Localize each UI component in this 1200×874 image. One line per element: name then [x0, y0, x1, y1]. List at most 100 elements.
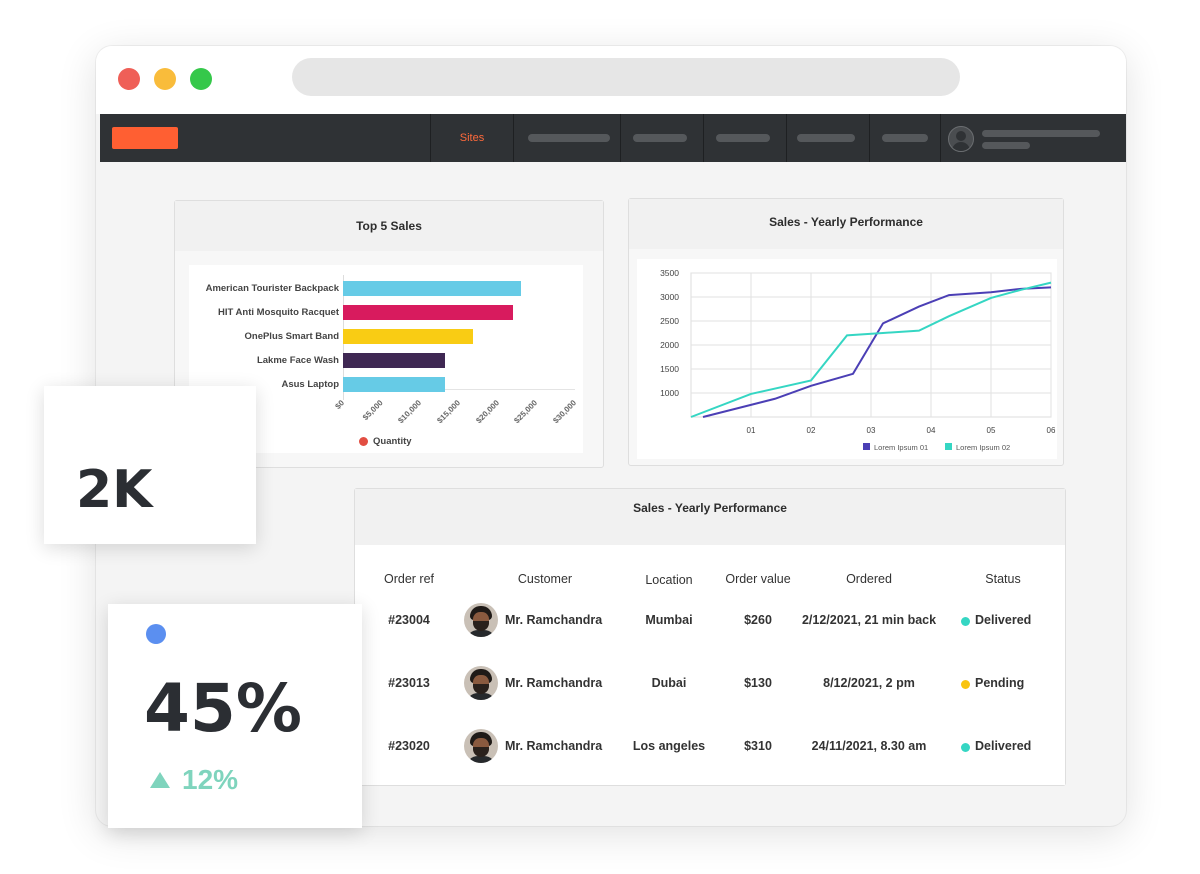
bar[interactable] — [343, 281, 521, 296]
top-sales-title: Top 5 Sales — [356, 219, 422, 233]
minimize-window-button[interactable] — [154, 68, 176, 90]
nav-item-placeholder-4[interactable] — [786, 114, 869, 162]
customer-avatar — [464, 603, 498, 637]
order-ref: #23013 — [388, 676, 430, 690]
order-value: $130 — [744, 676, 772, 690]
yearly-performance-chart-card: Sales - Yearly Performance 1000 1500 2000 2… — [628, 198, 1064, 466]
x-tick-label: $15,000 — [435, 398, 463, 426]
top-navbar: Sites — [100, 114, 1126, 162]
header-location[interactable]: Location — [645, 573, 693, 587]
line-chart-svg: 1000 1500 2000 2500 3000 3500 01 02 03 04 05 06 Lore… — [660, 268, 1056, 452]
stat-card-percent: 45% 12% — [108, 604, 362, 828]
bar-label: HIT Anti Mosquito Racquet — [217, 307, 339, 318]
orders-table-card: Sales - Yearly Performance Order ref Cust… — [354, 488, 1066, 786]
nav-item-placeholder-2[interactable] — [620, 114, 703, 162]
header-order-value[interactable]: Order value — [725, 572, 791, 586]
legend-label-quantity: Quantity — [373, 436, 412, 447]
x-tick-label: $20,000 — [474, 398, 501, 426]
y-tick-label: 2000 — [660, 340, 679, 350]
legend-label: Lorem Ipsum 01 — [874, 443, 928, 452]
header-ordered[interactable]: Ordered — [846, 572, 892, 586]
order-value: $310 — [744, 739, 772, 753]
order-ref: #23020 — [388, 739, 430, 753]
x-tick-label: 04 — [927, 426, 936, 435]
bar-label: OnePlus Smart Band — [244, 331, 340, 342]
customer-avatar — [464, 729, 498, 763]
x-tick-label: 01 — [747, 426, 756, 435]
stat-count-value: 2K — [76, 460, 153, 520]
order-location: Mumbai — [645, 613, 693, 627]
bar[interactable] — [343, 353, 446, 368]
header-customer[interactable]: Customer — [517, 572, 573, 586]
status-badge: Pending — [975, 676, 1025, 690]
legend-swatch — [863, 443, 870, 450]
x-tick-label: $5,000 — [361, 398, 385, 422]
bar-label: Asus Laptop — [281, 379, 339, 390]
header-status[interactable]: Status — [985, 572, 1021, 586]
legend-label: Lorem Ipsum 02 — [956, 443, 1010, 452]
x-tick-label: 06 — [1047, 426, 1056, 435]
nav-item-placeholder-3[interactable] — [703, 114, 786, 162]
order-location: Dubai — [651, 676, 687, 690]
app-logo[interactable] — [112, 127, 178, 149]
series-line[interactable] — [690, 281, 1052, 418]
yearly-performance-chart-title: Sales - Yearly Performance — [769, 215, 923, 229]
bar[interactable] — [343, 305, 514, 320]
browser-window: Sites Top 5 Sales American Tourister Bac… — [96, 46, 1126, 826]
bar-chart-baseline — [343, 389, 575, 390]
order-ref: #23004 — [388, 613, 430, 627]
legend-swatch — [945, 443, 952, 450]
customer-name: Mr. Ramchandra — [505, 676, 603, 690]
x-tick-label: $30,000 — [551, 398, 579, 426]
status-dot — [961, 680, 970, 689]
order-value: $260 — [744, 613, 772, 627]
x-tick-label: 05 — [987, 426, 996, 435]
legend-dot-quantity — [359, 437, 368, 446]
close-window-button[interactable] — [118, 68, 140, 90]
customer-avatar — [464, 666, 498, 700]
x-tick-label: 03 — [867, 426, 876, 435]
browser-titlebar — [96, 46, 1126, 114]
status-dot — [961, 617, 970, 626]
bar[interactable] — [343, 329, 473, 344]
y-tick-label: 1500 — [660, 364, 679, 374]
bar[interactable] — [343, 377, 446, 392]
stat-card-count: 2K — [44, 386, 256, 544]
order-date: 24/11/2021, 8.30 am — [811, 739, 927, 753]
yearly-performance-chart: 1000 1500 2000 2500 3000 3500 01 02 03 04 05 06 Lore… — [637, 259, 1057, 459]
order-date: 2/12/2021, 21 min back — [801, 613, 937, 627]
user-avatar-icon[interactable] — [948, 126, 974, 152]
trend-up-icon — [150, 772, 170, 788]
y-tick-label: 1000 — [660, 388, 679, 398]
address-bar[interactable] — [292, 58, 960, 96]
customer-name: Mr. Ramchandra — [505, 613, 603, 627]
y-tick-label: 2500 — [660, 316, 679, 326]
orders-table: Order ref Customer Location Order value Orde… — [355, 545, 1065, 785]
stat-indicator-dot — [146, 624, 166, 644]
stat-percent-change: 12% — [182, 764, 239, 795]
bar-label: Lakme Face Wash — [256, 355, 339, 366]
nav-item-sites[interactable]: Sites — [430, 114, 513, 162]
bar-label: American Tourister Backpack — [205, 283, 339, 294]
user-name-placeholder — [982, 130, 1100, 137]
status-dot — [961, 743, 970, 752]
order-location: Los angeles — [632, 739, 706, 753]
stat-percent-value: 45% — [144, 670, 302, 747]
customer-name: Mr. Ramchandra — [505, 739, 603, 753]
user-menu[interactable] — [940, 114, 1126, 162]
top-sales-card: Top 5 Sales American Tourister Backpack H… — [174, 200, 604, 468]
orders-table-title: Sales - Yearly Performance — [633, 501, 787, 515]
x-tick-label: $25,000 — [512, 398, 540, 426]
maximize-window-button[interactable] — [190, 68, 212, 90]
nav-item-placeholder-1[interactable] — [513, 114, 620, 162]
nav-item-sites-label: Sites — [459, 132, 485, 144]
nav-item-placeholder-5[interactable] — [869, 114, 940, 162]
y-tick-label: 3000 — [660, 292, 679, 302]
user-role-placeholder — [982, 142, 1030, 149]
series-line[interactable] — [702, 286, 1052, 418]
header-order-ref[interactable]: Order ref — [383, 572, 434, 586]
y-tick-label: 3500 — [660, 268, 679, 278]
order-date: 8/12/2021, 2 pm — [823, 676, 915, 690]
x-tick-label: 02 — [807, 426, 816, 435]
status-badge: Delivered — [975, 613, 1032, 627]
